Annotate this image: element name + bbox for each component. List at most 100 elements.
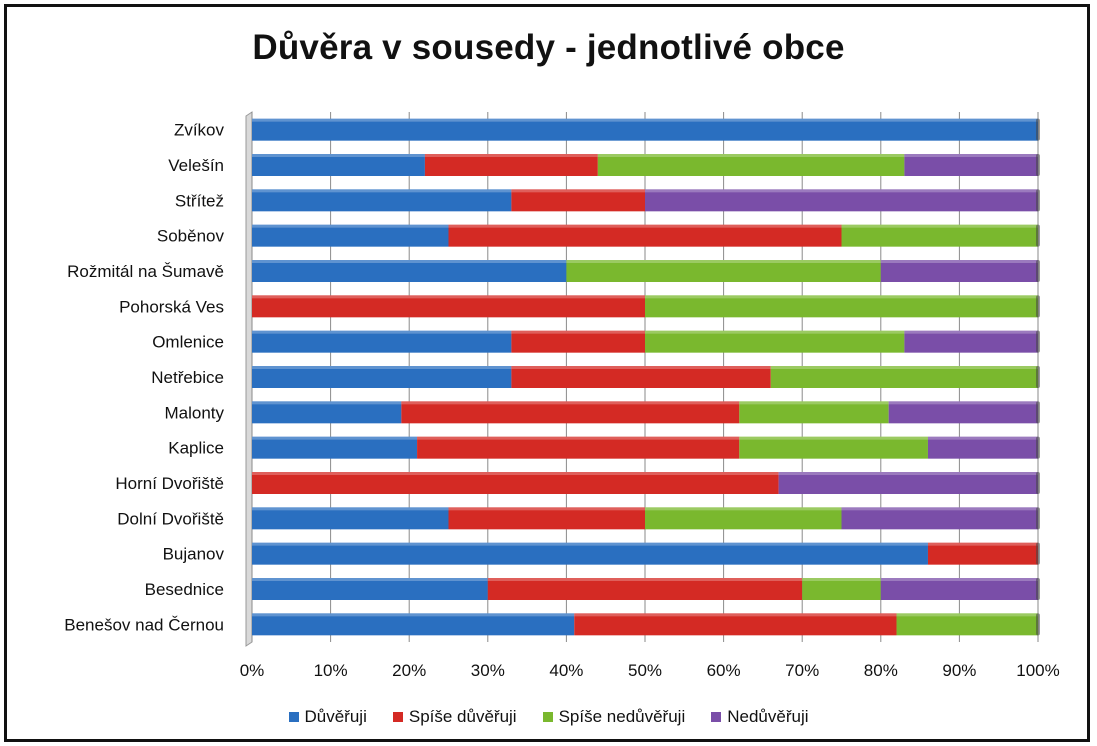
bar-highlight — [252, 507, 449, 511]
bar-segment — [252, 578, 488, 600]
bar-segment — [770, 366, 1038, 388]
bar-highlight — [448, 224, 842, 228]
bar-highlight — [841, 224, 1038, 228]
x-tick-label: 0% — [240, 661, 265, 680]
bar-segment — [645, 330, 905, 353]
x-tick-label: 40% — [549, 661, 583, 680]
bar-segment — [252, 401, 402, 424]
category-labels: Zvíkov Velešín Střítež Soběnov Rožmitál na Š… — [64, 121, 224, 635]
bar-highlight — [252, 189, 512, 193]
x-tick-label: 60% — [707, 661, 741, 680]
bar-segment — [904, 330, 1038, 353]
bar-highlight — [417, 436, 740, 440]
bar-highlight — [770, 366, 1038, 369]
bar-end-cap — [1036, 436, 1040, 459]
category-label: Besednice — [145, 580, 224, 599]
bar-highlight — [574, 613, 897, 617]
bar-end-cap — [1036, 578, 1040, 600]
chart-title: Důvěra v sousedy - jednotlivé obce — [252, 28, 845, 67]
bar-segment — [448, 507, 645, 530]
bar-segment — [574, 613, 897, 636]
bar-segment — [252, 260, 567, 282]
legend-item: Nedůvěřuji — [711, 707, 809, 727]
bar-segment — [880, 260, 1038, 282]
bar-end-cap — [1036, 542, 1040, 565]
category-label: Střítež — [175, 191, 224, 210]
bar-segment — [904, 154, 1038, 176]
bar-highlight — [880, 260, 1038, 263]
bar-segment — [252, 613, 575, 636]
bar-segment — [252, 507, 449, 530]
bar-segment — [927, 436, 1038, 459]
bar-segment — [566, 260, 881, 282]
category-label: Horní Dvořiště — [115, 474, 224, 493]
bar-segment — [417, 436, 740, 459]
bar-segment — [252, 366, 512, 388]
bar-highlight — [927, 542, 1038, 546]
bar-segment — [252, 295, 645, 318]
legend-label: Důvěřuji — [304, 707, 367, 726]
bar-highlight — [511, 366, 771, 369]
bar-highlight — [252, 330, 512, 334]
bar-end-cap — [1036, 154, 1040, 176]
bar-highlight — [511, 330, 645, 334]
bar-segment — [896, 613, 1038, 636]
bar-highlight — [739, 401, 889, 405]
category-label: Zvíkov — [174, 121, 225, 140]
category-label: Bujanov — [163, 545, 225, 564]
bar-segment — [511, 366, 771, 388]
bar-segment — [841, 224, 1038, 247]
bar-highlight — [487, 578, 803, 581]
bar-highlight — [880, 578, 1038, 581]
category-label: Netřebice — [151, 368, 224, 387]
bar-end-cap — [1036, 260, 1040, 282]
bar-end-cap — [1036, 189, 1040, 212]
legend-swatch — [711, 712, 722, 722]
bar-segment — [645, 295, 1038, 318]
legend-label: Spíše důvěřuji — [408, 707, 517, 726]
bar-highlight — [252, 542, 928, 546]
bar-segment — [511, 330, 645, 353]
bar-end-cap — [1036, 295, 1040, 318]
bar-highlight — [645, 507, 842, 511]
x-tick-label: 70% — [785, 661, 819, 680]
bar-highlight — [645, 295, 1038, 299]
bar-segment — [424, 154, 598, 176]
category-label: Soběnov — [157, 227, 225, 246]
bar-highlight — [904, 330, 1038, 334]
bar-highlight — [645, 330, 905, 334]
x-tick-label: 30% — [471, 661, 505, 680]
legend-item: Spíše nedůvěřuji — [542, 707, 686, 727]
bar-highlight — [252, 401, 402, 405]
bar-end-cap — [1036, 366, 1040, 388]
bar-segment — [880, 578, 1038, 600]
bar-segment — [252, 224, 449, 247]
category-label: Benešov nad Černou — [64, 615, 224, 634]
bar-highlight — [401, 401, 740, 405]
bar-highlight — [252, 472, 779, 475]
bar-highlight — [597, 154, 905, 157]
x-tick-label: 10% — [314, 661, 348, 680]
bar-highlight — [778, 472, 1038, 475]
bar-segment — [448, 224, 842, 247]
bar-segment — [597, 154, 905, 176]
bar-segment — [252, 154, 425, 176]
legend-swatch — [542, 712, 553, 722]
bar-segment — [252, 542, 928, 565]
bar-end-cap — [1036, 330, 1040, 353]
legend-label: Spíše nedůvěřuji — [558, 707, 686, 726]
bar-segment — [252, 118, 1038, 141]
category-label: Omlenice — [152, 333, 224, 352]
legend-swatch — [288, 712, 299, 722]
legend-item: Důvěřuji — [288, 707, 367, 727]
bars — [252, 118, 1040, 636]
bar-segment — [252, 330, 512, 353]
bar-end-cap — [1036, 401, 1040, 424]
category-label: Dolní Dvořiště — [117, 509, 224, 528]
bar-end-cap — [1036, 224, 1040, 247]
bar-highlight — [645, 189, 1038, 193]
x-tick-labels: 0% 10% 20% 30% 40% 50% 60% 70% 80% 90% 100% — [240, 661, 1060, 680]
bar-segment — [888, 401, 1038, 424]
plot-side-wall — [245, 111, 253, 647]
